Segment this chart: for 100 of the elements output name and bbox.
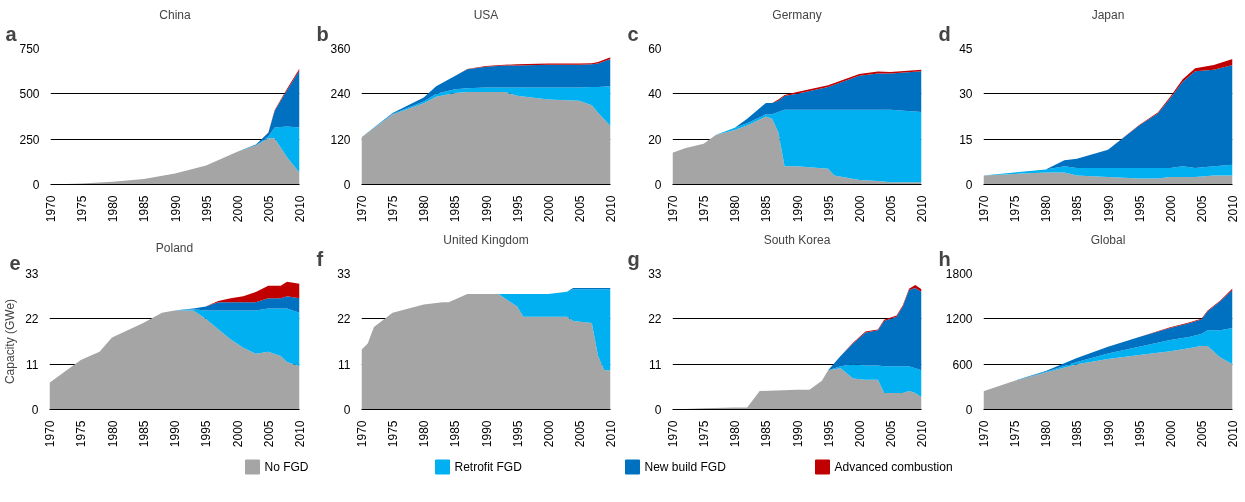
x-tick-label: 1975 — [74, 420, 89, 448]
x-tick-label: 1970 — [355, 420, 369, 448]
x-tick-label: 1970 — [977, 195, 991, 223]
x-tick-label: 2000 — [852, 195, 867, 223]
y-tick-label: 0 — [343, 178, 351, 192]
y-tick-label: 33 — [25, 267, 39, 281]
x-tick-label: 1990 — [790, 195, 805, 223]
y-tick-label: 30 — [959, 87, 973, 102]
y-tick-label: 0 — [343, 403, 351, 417]
y-tick-label: 0 — [31, 403, 39, 417]
x-tick-label: 1980 — [728, 420, 743, 448]
y-tick-label: 22 — [25, 312, 39, 327]
x-tick-label: 1995 — [1132, 420, 1147, 448]
y-tick-label: 1800 — [945, 267, 973, 281]
x-tick-label: 2000 — [852, 420, 867, 448]
y-tick-label: 11 — [338, 357, 351, 372]
x-tick-label: 2010 — [293, 420, 307, 448]
x-tick-label: 2010 — [915, 420, 929, 448]
chart-title: Japan — [1091, 7, 1125, 22]
x-tick-label: 2010 — [1226, 195, 1240, 223]
text: h — [938, 247, 951, 270]
y-tick-label: 250 — [19, 132, 40, 147]
y-tick-label: 60 — [648, 42, 662, 56]
x-tick-label: 1985 — [448, 420, 463, 448]
y-tick-label: 0 — [965, 178, 973, 192]
y-tick-label: 120 — [330, 132, 351, 147]
y-tick-label: 750 — [19, 42, 40, 56]
y-tick-label: 0 — [965, 403, 973, 417]
y-tick-label: 600 — [952, 357, 973, 372]
text: e — [9, 251, 21, 274]
legend-label: Advanced combustion — [834, 460, 953, 474]
x-tick-label: 1985 — [759, 420, 774, 448]
y-tick-label: 240 — [330, 87, 351, 102]
y-tick-label: 0 — [32, 178, 40, 192]
x-tick-label: 1990 — [1101, 420, 1116, 448]
x-tick-label: 1985 — [136, 420, 151, 448]
x-tick-label: 2005 — [883, 195, 898, 223]
x-tick-label: 1995 — [199, 420, 214, 448]
x-tick-label: 2005 — [883, 420, 898, 448]
x-tick-label: 1975 — [386, 420, 401, 448]
x-tick-label: 2005 — [572, 420, 587, 448]
y-tick-label: 0 — [654, 178, 662, 192]
y-tick-label: 1200 — [945, 312, 973, 327]
y-tick-label: 0 — [654, 403, 662, 417]
x-tick-label: 2010 — [604, 195, 618, 223]
x-tick-label: 1980 — [417, 195, 432, 223]
x-tick-label: 1990 — [1101, 195, 1116, 223]
x-tick-label: 1980 — [105, 420, 120, 448]
x-tick-label: 1980 — [1039, 195, 1054, 223]
x-tick-label: 1995 — [1132, 195, 1147, 223]
x-tick-label: 1995 — [510, 195, 525, 223]
y-tick-label: 11 — [649, 357, 662, 372]
x-tick-label: 2010 — [604, 420, 618, 448]
legend-label: New build FGD — [644, 460, 727, 474]
x-tick-label: 1975 — [1008, 195, 1023, 223]
y-axis-title: Capacity (GWe) — [3, 298, 18, 385]
chart-title: Poland — [155, 240, 194, 255]
x-tick-label: 1990 — [790, 420, 805, 448]
text: g — [627, 247, 640, 270]
x-tick-label: 1975 — [697, 195, 712, 223]
x-tick-label: 1985 — [1070, 195, 1085, 223]
x-tick-label: 2010 — [293, 195, 307, 223]
x-tick-label: 2005 — [572, 195, 587, 223]
x-tick-label: 1975 — [75, 195, 90, 223]
x-tick-label: 1995 — [199, 195, 214, 223]
x-tick-label: 2005 — [1194, 420, 1209, 448]
x-tick-label: 1985 — [759, 195, 774, 223]
x-tick-label: 1995 — [510, 420, 525, 448]
x-tick-label: 1980 — [728, 195, 743, 223]
x-tick-label: 2000 — [230, 195, 245, 223]
x-tick-label: 1990 — [168, 420, 182, 448]
x-tick-label: 2000 — [230, 420, 245, 448]
x-tick-label: 1980 — [417, 420, 432, 448]
x-tick-label: 2000 — [1163, 420, 1178, 448]
legend-label: No FGD — [264, 460, 309, 474]
text: a — [5, 22, 18, 45]
x-tick-label: 1985 — [1070, 420, 1085, 448]
x-tick-label: 1975 — [697, 420, 712, 448]
x-tick-label: 1990 — [479, 195, 494, 223]
x-tick-label: 1990 — [168, 195, 183, 223]
x-tick-label: 1970 — [666, 195, 680, 223]
x-tick-label: 2000 — [541, 195, 556, 223]
y-tick-label: 33 — [648, 267, 662, 281]
x-tick-label: 1975 — [1008, 420, 1023, 448]
text: c — [627, 22, 639, 45]
chart-title: Germany — [772, 7, 822, 22]
x-tick-label: 1975 — [386, 195, 401, 223]
x-tick-label: 1990 — [479, 420, 494, 448]
x-tick-label: 1985 — [448, 195, 463, 223]
x-tick-label: 1970 — [666, 420, 680, 448]
text: f — [316, 247, 324, 270]
x-tick-label: 2000 — [541, 420, 556, 448]
x-tick-label: 2010 — [1226, 420, 1240, 448]
x-tick-label: 1980 — [106, 195, 121, 223]
chart-title: United Kingdom — [443, 232, 529, 247]
text: b — [316, 22, 329, 45]
x-tick-label: 2000 — [1163, 195, 1178, 223]
text: d — [938, 22, 951, 45]
x-tick-label: 2005 — [261, 420, 276, 448]
y-tick-label: 11 — [26, 357, 39, 372]
